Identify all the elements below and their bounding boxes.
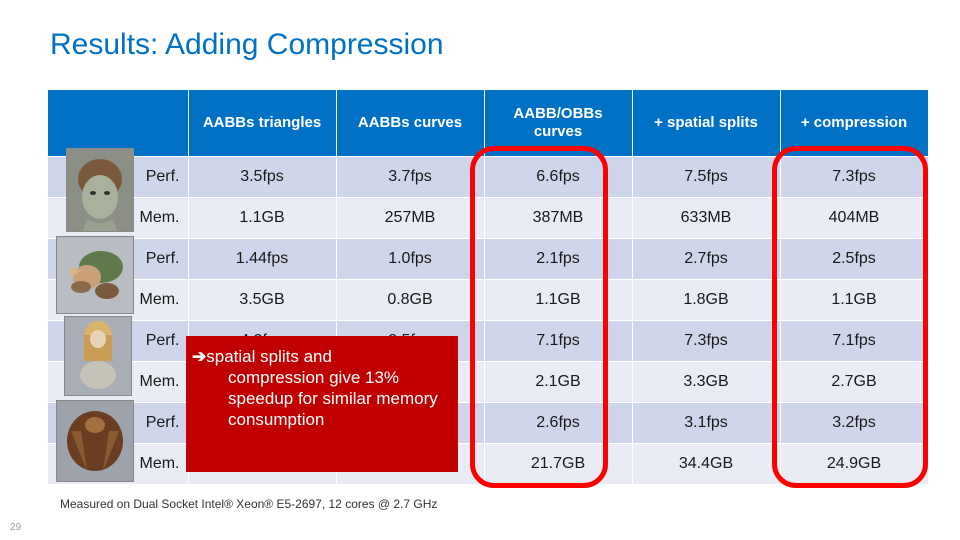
character-creature-icon: [56, 236, 134, 314]
footnote: Measured on Dual Socket Intel® Xeon® E5-…: [60, 497, 438, 511]
callout-text-rest: compression give 13% speedup for similar…: [228, 368, 438, 429]
callout-first-line: ➔spatial splits and: [192, 346, 448, 367]
table-cell: 633MB: [632, 197, 781, 239]
character-bird-icon: [56, 400, 134, 482]
table-cell: 7.3fps: [780, 156, 929, 198]
highlight-oval-compression: [772, 146, 928, 488]
header-cell: + compression: [780, 90, 929, 157]
header-cell: + spatial splits: [632, 90, 781, 157]
table-cell: 3.5fps: [188, 156, 337, 198]
table-cell: 1.1GB: [188, 197, 337, 239]
table-cell: 257MB: [336, 197, 485, 239]
header-cell: AABB/OBBs curves: [484, 90, 633, 157]
table-cell: 3.5GB: [188, 279, 337, 321]
table-cell: 3.2fps: [780, 402, 929, 444]
header-cell: AABBs triangles: [188, 90, 337, 157]
table-cell: 7.1fps: [780, 320, 929, 362]
table-cell: 3.7fps: [336, 156, 485, 198]
table-cell: 1.8GB: [632, 279, 781, 321]
table-cell: 7.3fps: [632, 320, 781, 362]
highlight-oval-aabb-obbs: [470, 146, 608, 488]
character-troll-icon: [66, 148, 134, 232]
table-cell: 1.44fps: [188, 238, 337, 280]
table-cell: 1.0fps: [336, 238, 485, 280]
table-cell: 3.1fps: [632, 402, 781, 444]
table-row: Mem. 3.5GB 0.8GB 1.1GB 1.8GB 1.1GB: [48, 279, 929, 321]
table-cell: 34.4GB: [632, 443, 781, 484]
table-cell: 404MB: [780, 197, 929, 239]
table-cell: 0.8GB: [336, 279, 485, 321]
page-title: Results: Adding Compression: [50, 28, 444, 61]
header-cell-empty: [48, 90, 189, 157]
table-cell: 2.7fps: [632, 238, 781, 280]
arrow-right-icon: ➔: [192, 347, 207, 366]
header-cell: AABBs curves: [336, 90, 485, 157]
character-girl-icon: [64, 316, 132, 396]
table-cell: 2.5fps: [780, 238, 929, 280]
table-cell: 24.9GB: [780, 443, 929, 484]
table-cell: 2.7GB: [780, 361, 929, 403]
table-cell: 7.5fps: [632, 156, 781, 198]
callout-box: ➔spatial splits and compression give 13%…: [186, 336, 458, 472]
table-row: Perf. 3.5fps 3.7fps 6.6fps 7.5fps 7.3fps: [48, 156, 929, 198]
callout-text-start: spatial splits and: [206, 347, 332, 366]
header-row: AABBs triangles AABBs curves AABB/OBBs c…: [48, 90, 929, 157]
table-cell: 3.3GB: [632, 361, 781, 403]
page-number: 29: [10, 522, 22, 533]
table-cell: 1.1GB: [780, 279, 929, 321]
